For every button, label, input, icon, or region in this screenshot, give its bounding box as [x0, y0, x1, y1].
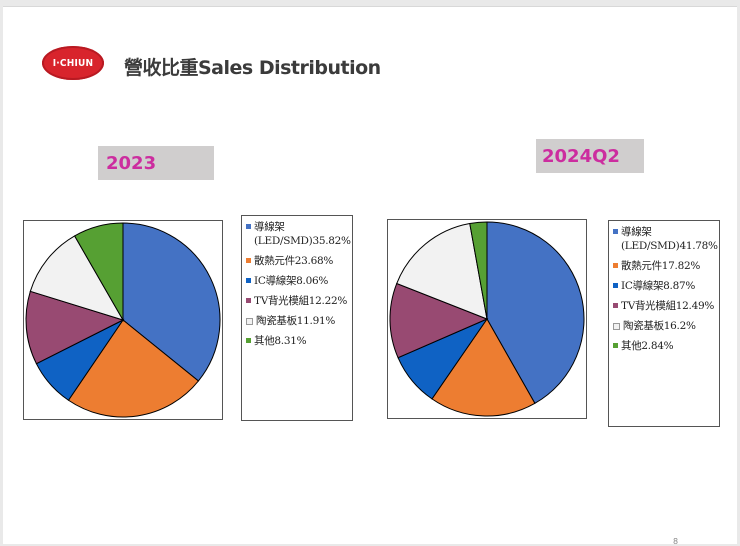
- pie-slice-0: [122, 222, 221, 382]
- legend-item: 導線架(LED/SMD)35.82%: [246, 220, 351, 248]
- legend-item: IC導線架8.87%: [613, 279, 715, 293]
- legend-item: 陶瓷基板11.91%: [246, 314, 348, 328]
- company-logo: I·CHIUN: [42, 46, 104, 80]
- legend-item: 散熱元件17.82%: [613, 259, 715, 273]
- slide: I·CHIUN 營收比重Sales Distribution 2023 導線架(…: [3, 6, 737, 546]
- page-title: 營收比重Sales Distribution: [124, 57, 381, 79]
- legend-item: TV背光模組12.49%: [613, 299, 715, 313]
- pie-slice-3: [389, 282, 489, 359]
- legend-swatch: [246, 278, 251, 283]
- legend-label: TV背光模組12.22%: [254, 295, 348, 307]
- legend-item: TV背光模組12.22%: [246, 294, 348, 308]
- legend-label: 陶瓷基板16.2%: [623, 320, 696, 332]
- legend-label: TV背光模組12.49%: [621, 300, 715, 312]
- legend-label: 其他8.31%: [254, 335, 307, 347]
- legend-item: 其他8.31%: [246, 334, 348, 348]
- legend-label: 其他2.84%: [621, 340, 674, 352]
- legend-item: 陶瓷基板16.2%: [613, 319, 715, 333]
- legend-label: IC導線架8.87%: [621, 280, 696, 292]
- pie-slice-5: [73, 222, 124, 322]
- legend-label: 導線架(LED/SMD)35.82%: [254, 221, 351, 247]
- legend-2024q2: 導線架(LED/SMD)41.78% 散熱元件17.82% IC導線架8.87% TV…: [608, 220, 720, 427]
- legend-2023: 導線架(LED/SMD)35.82% 散熱元件23.68% IC導線架8.06% TV…: [241, 215, 353, 421]
- pie-chart-svg-2024q2: [389, 221, 585, 417]
- legend-swatch: [613, 303, 618, 308]
- pie-slice-1: [431, 318, 536, 417]
- legend-label: IC導線架8.06%: [254, 275, 329, 287]
- pie-slice-0: [486, 221, 585, 405]
- legend-label: 導線架(LED/SMD)41.78%: [621, 226, 718, 252]
- legend-swatch: [613, 323, 620, 330]
- pie-slice-4: [29, 235, 125, 321]
- pie-slice-3: [25, 290, 125, 365]
- chart-title-2023: 2023: [98, 146, 214, 180]
- legend-swatch: [613, 229, 618, 234]
- pie-chart-svg-2023: [25, 222, 221, 418]
- logo-text: I·CHIUN: [52, 57, 94, 69]
- legend-swatch: [613, 263, 618, 268]
- pie-slice-5: [469, 221, 488, 320]
- legend-label: 散熱元件17.82%: [621, 260, 701, 272]
- chart-title-2024q2: 2024Q2: [536, 139, 644, 173]
- legend-item: 導線架(LED/SMD)41.78%: [613, 225, 718, 253]
- pie-slice-4: [396, 222, 488, 320]
- legend-swatch: [246, 298, 251, 303]
- pie-chart-2023: [23, 220, 223, 420]
- legend-swatch: [246, 258, 251, 263]
- legend-swatch: [613, 283, 618, 288]
- legend-swatch: [246, 224, 251, 229]
- pie-chart-2024q2: [387, 219, 587, 419]
- legend-item: 散熱元件23.68%: [246, 254, 348, 268]
- legend-swatch: [246, 338, 251, 343]
- legend-label: 散熱元件23.68%: [254, 255, 334, 267]
- legend-item: IC導線架8.06%: [246, 274, 348, 288]
- legend-swatch: [613, 343, 618, 348]
- page-number: 8: [673, 537, 679, 546]
- legend-label: 陶瓷基板11.91%: [256, 315, 336, 327]
- pie-slice-1: [67, 319, 200, 418]
- legend-swatch: [246, 318, 253, 325]
- legend-item: 其他2.84%: [613, 339, 715, 353]
